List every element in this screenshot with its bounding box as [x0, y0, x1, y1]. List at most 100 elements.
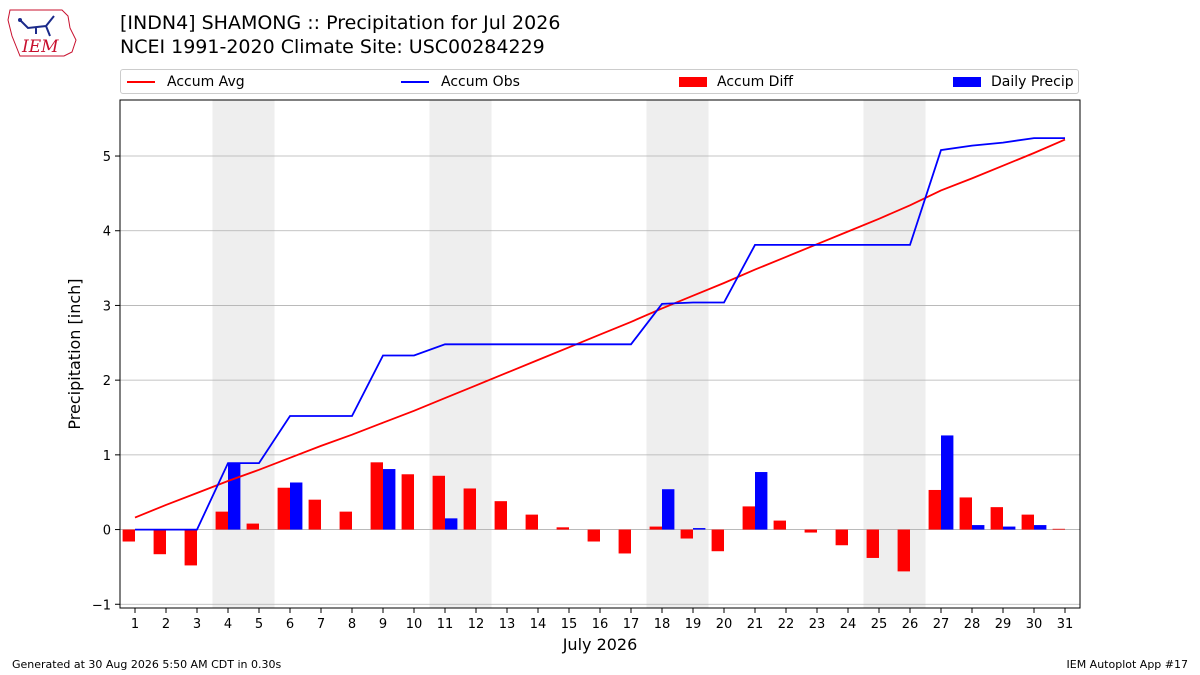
- accum-diff-bar: [711, 529, 724, 552]
- accum-diff-bar: [835, 529, 848, 546]
- app-note: IEM Autoplot App #17: [1066, 658, 1189, 671]
- weekend-shade: [429, 100, 461, 608]
- svg-text:IEM: IEM: [21, 37, 59, 57]
- daily-precip-bar: [755, 472, 768, 530]
- x-tick-label: 18: [654, 617, 671, 632]
- accum-diff-bar: [990, 507, 1003, 530]
- y-tick-label: 4: [103, 225, 111, 240]
- accum-diff-bar: [401, 474, 414, 530]
- x-tick-label: 5: [255, 617, 263, 632]
- accum-diff-bar: [928, 489, 941, 530]
- x-tick-label: 16: [592, 617, 609, 632]
- accum-diff-bar: [308, 499, 321, 530]
- accum-avg-line: [134, 138, 1066, 519]
- daily-precip-bar: [445, 518, 458, 530]
- iem-logo: IEM: [7, 9, 77, 57]
- weekend-shade: [212, 100, 244, 608]
- weather-vane-icon: [19, 15, 55, 37]
- accum-diff-bar: [804, 529, 817, 533]
- y-tick-label: 3: [103, 299, 111, 314]
- accum-diff-bar: [959, 497, 972, 530]
- y-tick-label: 0: [103, 524, 111, 539]
- x-tick-label: 21: [747, 617, 764, 632]
- x-tick-label: 22: [778, 617, 795, 632]
- x-tick-label: 30: [1026, 617, 1043, 632]
- legend-label: Accum Diff: [717, 74, 794, 90]
- x-axis-label: July 2026: [562, 635, 638, 654]
- x-tick-label: 1: [131, 617, 139, 632]
- accum-diff-bar: [432, 475, 445, 530]
- x-tick-label: 31: [1057, 617, 1074, 632]
- legend-label: Accum Obs: [441, 74, 520, 90]
- daily-precip-bar: [972, 525, 985, 530]
- y-tick-label: −1: [92, 598, 111, 613]
- x-tick-label: 23: [809, 617, 826, 632]
- x-tick-label: 15: [561, 617, 578, 632]
- weekend-shade: [677, 100, 709, 608]
- weekend-shade: [460, 100, 492, 608]
- y-tick-label: 5: [103, 150, 111, 165]
- legend-item-daily-precip: Daily Precip: [953, 73, 1074, 91]
- x-tick-label: 11: [437, 617, 454, 632]
- generated-note: Generated at 30 Aug 2026 5:50 AM CDT in …: [12, 658, 282, 671]
- weekend-shade: [894, 100, 926, 608]
- y-axis-label: Precipitation [inch]: [65, 278, 84, 429]
- daily-precip-bar: [383, 469, 396, 530]
- legend-item-accum-avg: Accum Avg: [127, 73, 245, 91]
- accum-diff-bar: [773, 520, 786, 530]
- accum-diff-bar: [897, 529, 910, 572]
- accum-diff-bar: [556, 527, 569, 530]
- accum-diff-bar: [649, 526, 662, 530]
- x-tick-label: 3: [193, 617, 201, 632]
- legend-item-accum-obs: Accum Obs: [401, 73, 520, 91]
- y-tick-label: 2: [103, 374, 111, 389]
- chart-title: [INDN4] SHAMONG :: Precipitation for Jul…: [120, 12, 561, 34]
- x-tick-label: 26: [902, 617, 919, 632]
- legend-swatch: [953, 77, 981, 87]
- accum-diff-bar: [618, 529, 631, 554]
- accum-obs-line: [135, 137, 1065, 531]
- accum-diff-bar: [122, 529, 135, 542]
- weekend-shade: [863, 100, 895, 608]
- daily-precip-bar: [290, 482, 303, 530]
- x-tick-label: 8: [348, 617, 356, 632]
- x-tick-label: 2: [162, 617, 170, 632]
- x-tick-label: 17: [623, 617, 640, 632]
- accum-diff-bar: [525, 514, 538, 530]
- accum-diff-bar: [246, 523, 259, 530]
- legend-swatch: [127, 81, 155, 83]
- daily-precip-bar: [662, 489, 675, 530]
- x-tick-label: 29: [995, 617, 1012, 632]
- accum-diff-bar: [277, 487, 290, 530]
- legend-item-accum-diff: Accum Diff: [679, 73, 793, 91]
- x-tick-label: 13: [499, 617, 516, 632]
- x-tick-label: 9: [379, 617, 387, 632]
- accum-diff-bar: [339, 511, 352, 530]
- weekend-shade: [646, 100, 678, 608]
- x-tick-label: 19: [685, 617, 702, 632]
- daily-precip-bar: [693, 528, 706, 530]
- x-tick-label: 6: [286, 617, 294, 632]
- accum-diff-bar: [494, 501, 507, 530]
- legend-label: Accum Avg: [167, 74, 245, 90]
- x-tick-label: 14: [530, 617, 547, 632]
- accum-diff-bar: [680, 529, 693, 539]
- x-tick-label: 20: [716, 617, 733, 632]
- y-tick-label: 1: [103, 449, 111, 464]
- legend-swatch: [401, 81, 429, 83]
- accum-diff-bar: [153, 529, 166, 555]
- accum-diff-bar: [1052, 528, 1065, 530]
- x-tick-label: 24: [840, 617, 857, 632]
- x-tick-label: 4: [224, 617, 232, 632]
- weekend-shade: [243, 100, 275, 608]
- x-tick-label: 7: [317, 617, 325, 632]
- x-tick-label: 12: [468, 617, 485, 632]
- accum-diff-bar: [1021, 514, 1034, 530]
- accum-diff-bar: [587, 529, 600, 542]
- accum-diff-bar: [215, 511, 228, 530]
- chart-subtitle: NCEI 1991-2020 Climate Site: USC00284229: [120, 36, 545, 58]
- accum-diff-bar: [742, 506, 755, 530]
- x-tick-label: 27: [933, 617, 950, 632]
- daily-precip-bar: [1034, 525, 1047, 530]
- daily-precip-bar: [1003, 526, 1016, 530]
